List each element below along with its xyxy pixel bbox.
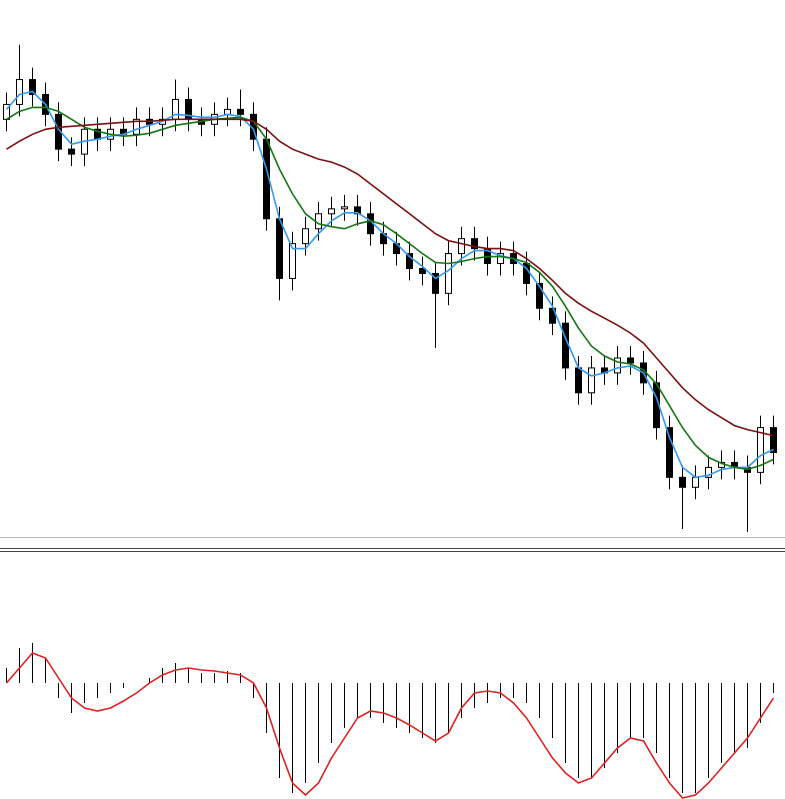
candle-body (614, 357, 621, 374)
candle-body (3, 103, 10, 120)
candle-body (133, 118, 140, 135)
candle-body (575, 367, 582, 394)
candle-body (406, 253, 413, 269)
candle-body (458, 238, 465, 255)
candle-body (341, 206, 348, 210)
candle-body (16, 79, 23, 105)
candle-body (29, 79, 36, 95)
candle-body (302, 228, 309, 245)
candle-body (328, 208, 335, 215)
candle-body (692, 476, 699, 488)
candle-body (666, 427, 673, 478)
candle-body (588, 367, 595, 394)
candle-body (445, 253, 452, 294)
candle-body (237, 108, 244, 115)
candle-body (432, 272, 439, 294)
candle-body (497, 253, 504, 265)
candle-body (679, 476, 686, 488)
candle-body (471, 238, 478, 250)
candle-body (289, 243, 296, 279)
candle-body (419, 268, 426, 274)
moving-average (6, 118, 774, 437)
candle-body (276, 218, 283, 279)
candle-body (757, 427, 764, 473)
candle-body (536, 282, 543, 309)
moving-average (6, 106, 774, 471)
signal-line (5, 652, 775, 799)
candle-body (354, 206, 361, 215)
candle-body (770, 427, 777, 453)
candle-body (68, 148, 75, 155)
moving-average (5, 90, 774, 479)
candle-body (705, 466, 712, 478)
candle-body (627, 357, 634, 364)
candle-body (562, 322, 569, 369)
